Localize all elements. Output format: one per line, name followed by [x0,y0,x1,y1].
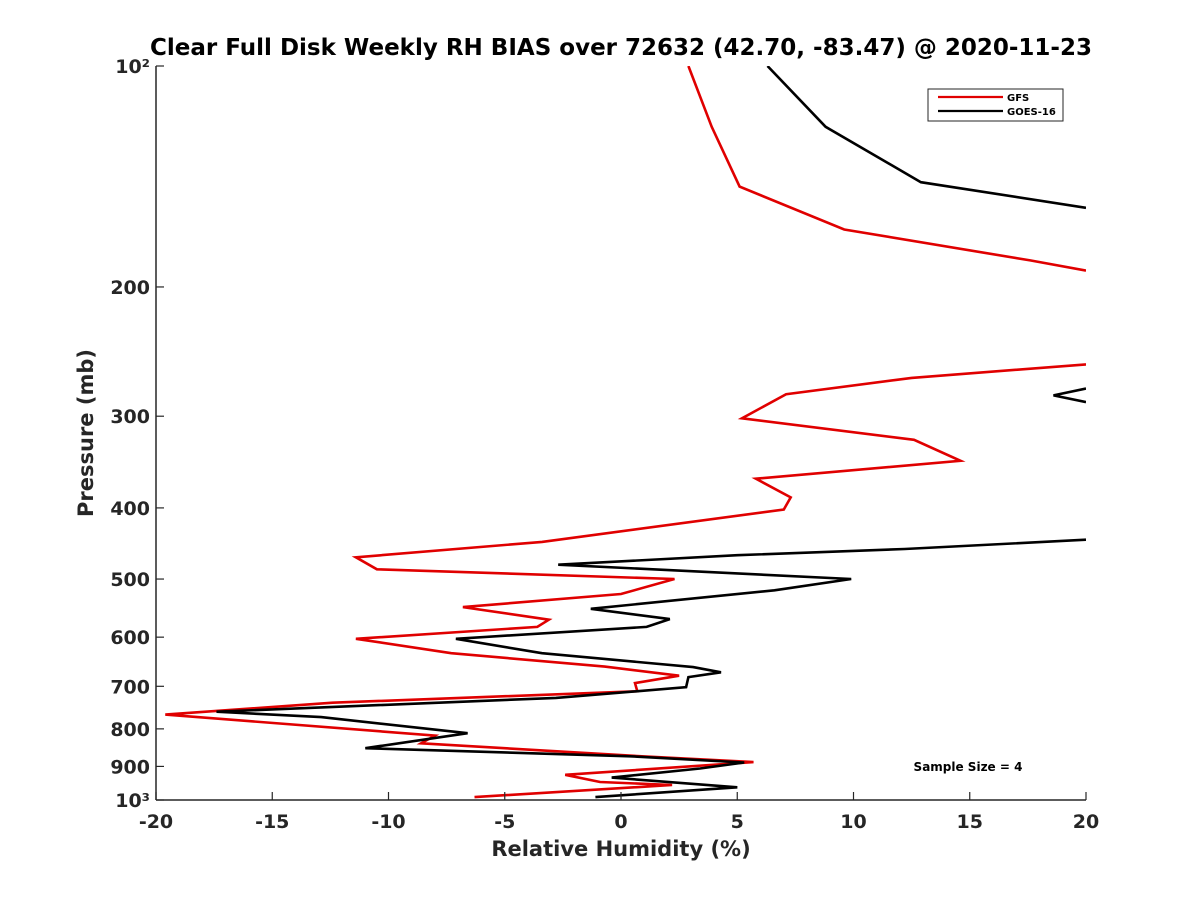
chart-title: Clear Full Disk Weekly RH BIAS over 7263… [150,35,1092,61]
y-tick-label: 700 [110,676,150,698]
series-line-gfs-1 [165,363,1086,799]
y-tick-label: 600 [110,627,150,649]
series-line-goes-16-1 [1053,387,1086,404]
y-tick-label: 400 [110,498,150,520]
series-layer [165,66,1086,799]
y-tick-label: 900 [110,756,150,778]
x-tick-label: 0 [614,811,627,833]
x-tick-label: 20 [1073,811,1099,833]
legend-label-goes-16: GOES-16 [1007,107,1056,118]
legend-label-gfs: GFS [1007,93,1029,104]
x-tick-label: -20 [139,811,173,833]
x-tick-label: 15 [957,811,983,833]
y-tick-label: 800 [110,719,150,741]
x-tick-label: -10 [371,811,405,833]
series-line-goes-16-0 [766,66,1086,210]
x-tick-label: -5 [494,811,515,833]
y-tick-label: 500 [110,569,150,591]
plot-background [156,66,1086,800]
y-tick-label: 300 [110,406,150,428]
y-tick-label: 200 [110,277,150,299]
y-tick-label: 10² [115,56,150,78]
x-tick-label: -15 [255,811,289,833]
legend-box [927,88,1064,122]
y-tick-label: 10³ [115,790,150,812]
legend: GFS GOES-16 [927,88,1064,122]
x-axis-ticks: -20 -15 -10 -5 0 5 10 15 20 [139,792,1099,833]
y-axis-ticks: 10² 200 300 400 500 600 700 800 900 10³ [110,56,164,812]
y-axis-label: Pressure (mb) [74,349,98,517]
series-line-goes-16-2 [216,538,1086,799]
x-tick-label: 10 [840,811,866,833]
x-axis-label: Relative Humidity (%) [491,837,750,861]
plot-area: -20 -15 -10 -5 0 5 10 15 20 10² 200 300 400 500 600 70… [110,56,1099,833]
series-line-gfs-0 [687,66,1086,272]
sample-size-annotation: Sample Size = 4 [914,760,1023,774]
x-tick-label: 5 [731,811,744,833]
